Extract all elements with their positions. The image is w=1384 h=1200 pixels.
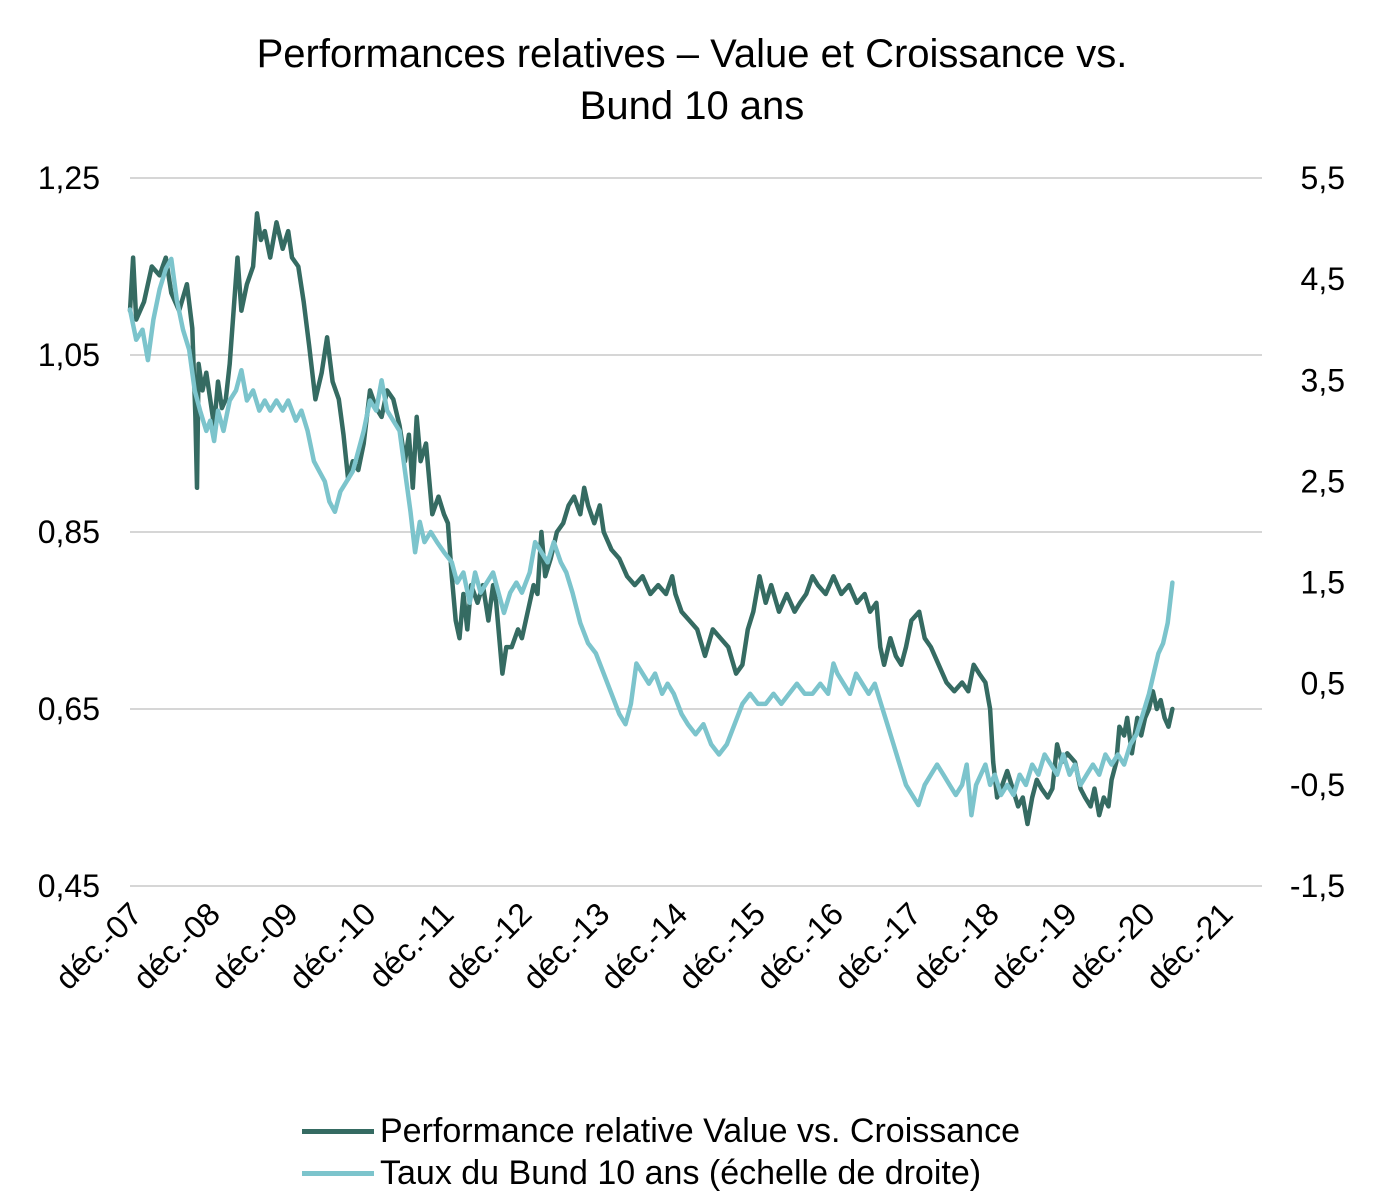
x-axis-tick-label: déc.-09 [204,895,305,996]
right-axis-tick-label: 3,5 [1301,362,1345,398]
left-axis: 1,25 1,05 0,85 0,65 0,45 [38,160,100,904]
left-axis-tick-label: 1,05 [38,337,100,373]
left-axis-tick-label: 0,85 [38,514,100,550]
chart-title-line-1: Performances relatives – Value et Croiss… [256,32,1128,76]
right-axis: 5,5 4,5 3,5 2,5 1,5 0,5 -0,5 -1,5 [1290,160,1345,904]
x-axis-tick-label: déc.-18 [905,895,1006,996]
legend-item-value-vs-growth: Performance relative Value vs. Croissanc… [302,1110,1020,1152]
legend: Performance relative Value vs. Croissanc… [302,1110,1020,1194]
x-axis-tick-label: déc.-21 [1139,895,1240,996]
right-axis-tick-label: 1,5 [1301,565,1345,601]
legend-label-value-vs-growth: Performance relative Value vs. Croissanc… [380,1112,1020,1150]
x-axis-tick-label: déc.-20 [1061,895,1162,996]
x-axis-tick-label: déc.-13 [515,895,616,996]
right-axis-tick-label: -1,5 [1290,868,1345,904]
right-axis-tick-label: 0,5 [1301,666,1345,702]
right-axis-tick-label: -0,5 [1290,767,1345,803]
legend-label-bund-yield: Taux du Bund 10 ans (échelle de droite) [380,1154,982,1192]
x-axis-tick-label: déc.-19 [983,895,1084,996]
right-axis-tick-label: 4,5 [1301,261,1345,297]
x-axis-tick-label: déc.-08 [126,895,227,996]
legend-swatch-value-vs-growth [302,1128,374,1134]
legend-swatch-bund-yield [302,1170,374,1176]
left-axis-tick-label: 1,25 [38,160,100,196]
x-axis-tick-label: déc.-12 [438,895,539,996]
series-line-bund-yield [127,256,1175,818]
x-axis-tick-label: déc.-16 [749,895,850,996]
right-axis-tick-label: 5,5 [1301,160,1345,196]
legend-item-bund-yield: Taux du Bund 10 ans (échelle de droite) [302,1152,1020,1194]
gridlines [130,177,1262,887]
chart-title: Performances relatives – Value et Croiss… [0,28,1384,132]
x-axis-tick-label: déc.-10 [282,895,383,996]
series-line-value-vs-growth [127,211,1175,827]
x-axis-tick-label: déc.-15 [671,895,772,996]
x-axis-tick-label: déc.-17 [827,895,928,996]
right-axis-tick-label: 2,5 [1301,463,1345,499]
left-axis-tick-label: 0,45 [38,868,100,904]
x-axis: déc.-07déc.-08déc.-09déc.-10déc.-11déc.-… [48,895,1240,996]
x-axis-tick-label: déc.-14 [593,895,694,996]
x-axis-tick-label: déc.-07 [48,895,149,996]
chart-title-line-2: Bund 10 ans [579,84,805,128]
series-lines [127,211,1175,827]
line-chart: 1,25 1,05 0,85 0,65 0,45 5,5 4,5 3,5 2,5 1,5 0,5 -… [38,160,1345,996]
left-axis-tick-label: 0,65 [38,691,100,727]
